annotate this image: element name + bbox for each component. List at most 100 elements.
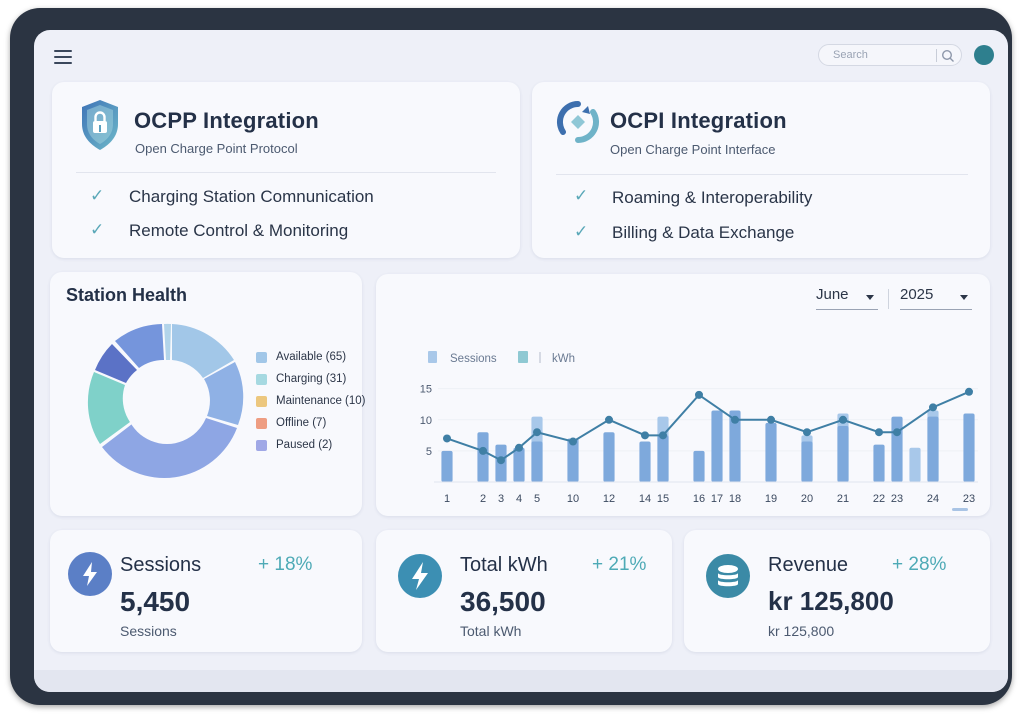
legend-swatch-paused xyxy=(256,440,267,451)
x-tick-label: 23 xyxy=(963,493,975,505)
donut-segment-teal xyxy=(87,372,130,444)
x-tick-label: 17 xyxy=(711,493,723,505)
bar xyxy=(963,413,975,482)
x-tick-label: 12 xyxy=(603,493,615,505)
legend-charging: Charging (31) xyxy=(276,373,347,385)
search-icon[interactable] xyxy=(941,49,955,63)
kwh-point xyxy=(929,403,937,412)
ocpi-subtitle: Open Charge Point Interface xyxy=(610,142,776,157)
kwh-point xyxy=(893,428,901,437)
donut-chart xyxy=(87,323,244,478)
x-tick-label: 22 xyxy=(873,493,885,505)
stat-change: + 18% xyxy=(258,554,313,575)
kwh-point xyxy=(839,415,847,424)
legend-available: Available (65) xyxy=(276,351,347,363)
stat-card-revenue: Revenue + 28% kr 125,800 kr 125,800 xyxy=(684,530,990,652)
bar xyxy=(441,450,453,482)
kwh-point xyxy=(641,431,649,440)
year-select[interactable]: 2025 xyxy=(900,286,972,310)
x-tick-label: 1 xyxy=(444,493,450,505)
kwh-point xyxy=(875,428,883,437)
x-tick-label: 20 xyxy=(801,493,813,505)
stat-title: Revenue xyxy=(768,554,849,576)
bolt-icon xyxy=(398,554,442,598)
legend-sessions: Sessions xyxy=(450,353,497,365)
x-tick-label: 3 xyxy=(498,493,504,505)
ocpp-feature: Charging Station Comnunication xyxy=(129,187,374,206)
year-value: 2025 xyxy=(900,286,934,303)
legend-swatch-charging xyxy=(256,374,267,385)
legend-swatch-kwh xyxy=(518,351,528,363)
bar-light xyxy=(909,447,921,482)
check-icon: ✓ xyxy=(574,222,589,241)
stat-change: + 28% xyxy=(892,554,947,575)
avatar[interactable] xyxy=(974,45,994,65)
x-tick-label: 24 xyxy=(927,493,939,505)
y-tick-label: 5 xyxy=(426,446,432,458)
legend-swatch-available xyxy=(256,352,267,363)
donut-segment-available xyxy=(172,324,234,378)
legend-offline: Offline (7) xyxy=(276,417,327,429)
search-input[interactable]: Search xyxy=(818,44,962,66)
kwh-point xyxy=(731,415,739,424)
search-placeholder: Search xyxy=(833,49,868,61)
x-tick-label: 21 xyxy=(837,493,849,505)
month-value: June xyxy=(816,286,849,303)
x-tick-label: 4 xyxy=(516,493,522,505)
stat-value: 36,500 xyxy=(460,586,546,617)
ocpi-feature: Roaming & Interoperability xyxy=(612,188,813,207)
kwh-point xyxy=(605,415,613,424)
check-icon: ✓ xyxy=(574,186,589,205)
x-tick-label: 15 xyxy=(657,493,669,505)
donut-segment-thin xyxy=(164,323,171,360)
y-tick-label: 15 xyxy=(420,384,432,396)
dashboard-screen: Search OCPP Integration Open Charge Poin… xyxy=(34,30,1008,692)
bar xyxy=(693,450,705,482)
kwh-point xyxy=(767,415,775,424)
kwh-point xyxy=(803,428,811,437)
stat-title: Total kWh xyxy=(460,554,548,576)
ocpp-card: OCPP Integration Open Charge Point Proto… xyxy=(52,82,520,258)
kwh-point xyxy=(569,437,577,446)
menu-icon[interactable] xyxy=(54,50,72,64)
bar xyxy=(729,410,741,482)
legend-swatch-sessions xyxy=(428,351,437,363)
kwh-point xyxy=(497,456,505,465)
bar xyxy=(513,447,525,482)
month-select[interactable]: June xyxy=(816,286,878,310)
legend-kwh: kWh xyxy=(552,353,575,365)
kwh-point xyxy=(515,443,523,452)
stat-value: 5,450 xyxy=(120,586,191,617)
legend-swatch-maintenance xyxy=(256,396,267,407)
x-tick-label: 14 xyxy=(639,493,651,505)
stat-title: Sessions xyxy=(120,554,202,576)
bar xyxy=(639,441,651,482)
x-tick-label: 5 xyxy=(534,493,540,505)
kwh-point xyxy=(479,446,487,455)
stat-unit: kr 125,800 xyxy=(768,623,835,639)
kwh-line xyxy=(446,390,970,462)
x-tick-label: 18 xyxy=(729,493,741,505)
bolt-icon xyxy=(68,552,112,596)
donut-segment-blue xyxy=(115,324,164,368)
bar xyxy=(531,441,543,482)
kwh-point xyxy=(965,387,973,396)
x-tick-label: 10 xyxy=(567,493,579,505)
bar xyxy=(801,441,813,482)
ocpi-card: OCPI Integration Open Charge Point Inter… xyxy=(532,82,990,258)
stat-card-kwh: Total kWh + 21% 36,500 Total kWh xyxy=(376,530,672,652)
x-tick-label: 16 xyxy=(693,493,705,505)
chart-scroll-indicator[interactable] xyxy=(952,508,968,511)
ocpi-feature: Billing & Data Exchange xyxy=(612,223,795,242)
kwh-point xyxy=(695,390,703,399)
ocpi-title: OCPI Integration xyxy=(610,108,787,133)
donut-segment-paused xyxy=(102,418,237,478)
legend-swatch-offline xyxy=(256,418,267,429)
ocpp-title: OCPP Integration xyxy=(134,108,319,133)
donut-segment-dark xyxy=(95,344,137,383)
bar xyxy=(927,416,939,482)
legend-maintenance: Maintenance (10) xyxy=(276,395,366,407)
bar xyxy=(873,444,885,482)
bar xyxy=(477,432,489,482)
kwh-point xyxy=(443,434,451,443)
